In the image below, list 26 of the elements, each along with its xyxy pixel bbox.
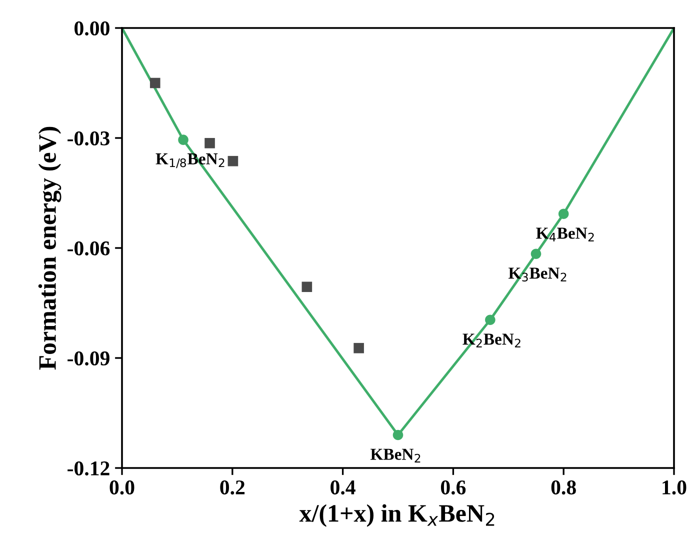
- x-tick-label: 0.8: [551, 480, 576, 495]
- x-tick-label: 0.0: [110, 480, 134, 495]
- x-tick-label: 1.0: [662, 480, 686, 495]
- y-tick-label: 0.00: [74, 21, 110, 36]
- point: [558, 208, 569, 220]
- point: [354, 342, 364, 354]
- x-tick-label: 0.6: [440, 480, 466, 495]
- y-axis-title: Formation energy (eV): [38, 126, 62, 370]
- y-tick-label: -0.09: [68, 351, 110, 366]
- x-tick-label: 0.2: [220, 480, 245, 495]
- point: [392, 430, 404, 440]
- point: [530, 248, 542, 260]
- x-tick-label: 0.4: [330, 480, 356, 495]
- point: [150, 78, 160, 88]
- point: [302, 282, 312, 292]
- annotation: KBeN$_{2}$: [370, 448, 420, 462]
- annotation: K$_{3}$BeN$_{2}$: [508, 268, 566, 282]
- point: [204, 138, 215, 148]
- x-axis-title: x/(1+x) in K$_{x}$BeN$_{2}$: [299, 504, 494, 527]
- annotation: K$_{4}$BeN$_{2}$: [536, 228, 594, 242]
- point: [178, 134, 188, 145]
- y-tick-label: -0.12: [68, 461, 110, 476]
- point: [485, 314, 496, 326]
- point: [228, 156, 238, 166]
- y-tick-label: -0.03: [68, 131, 110, 146]
- y-tick-label: -0.06: [68, 241, 110, 256]
